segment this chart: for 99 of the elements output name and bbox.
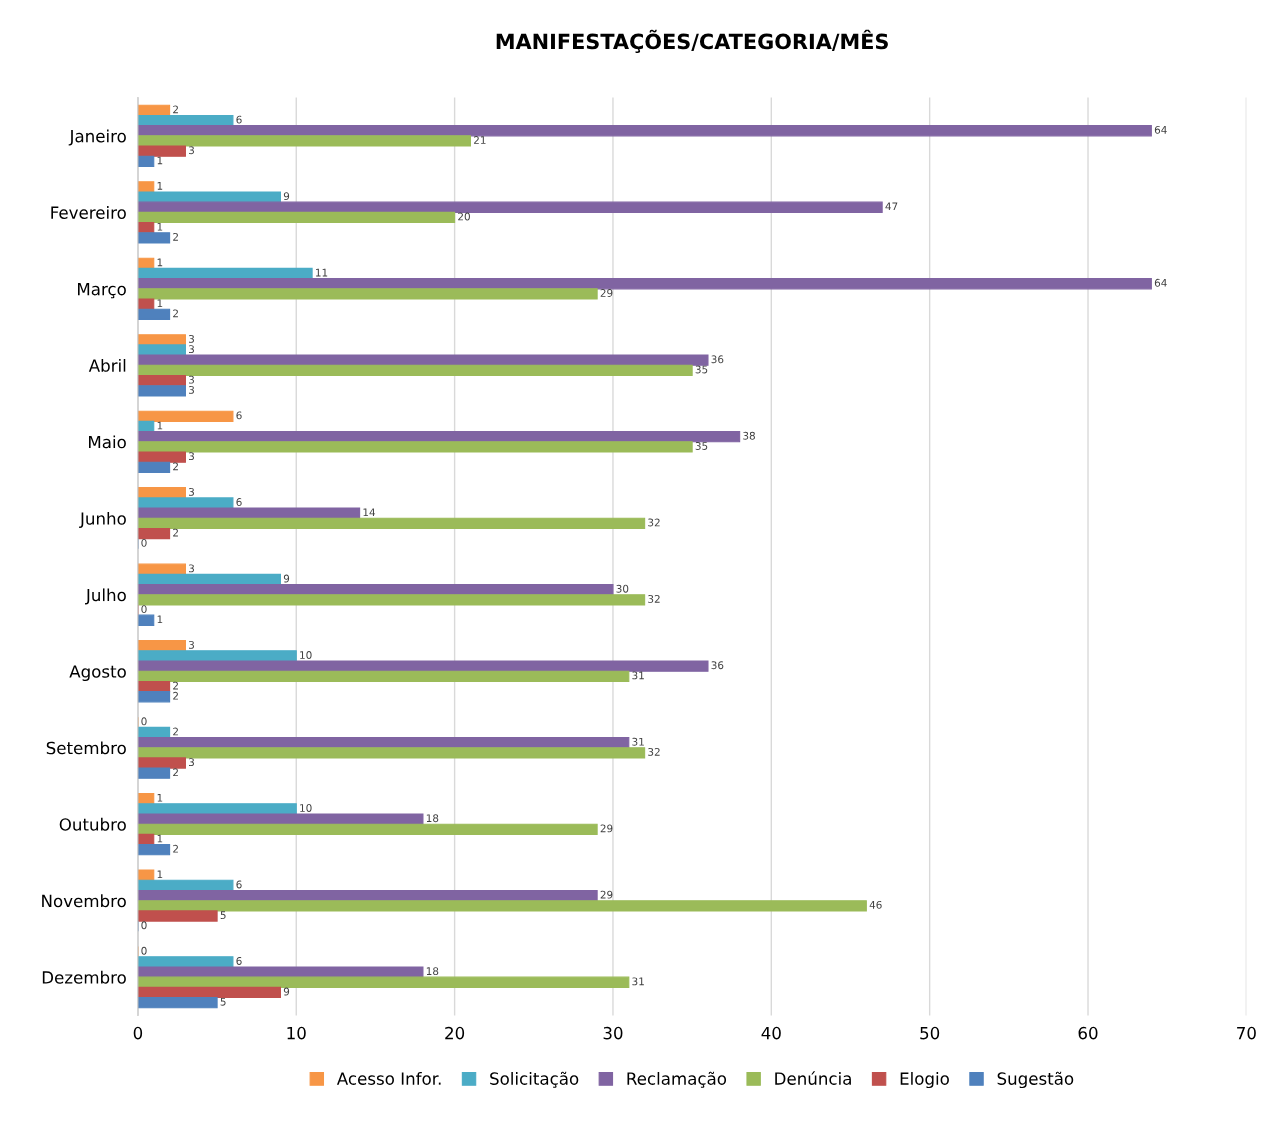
data-label: 1	[157, 793, 163, 802]
data-label: 29	[600, 890, 613, 899]
legend-label: Sugestão	[997, 1071, 1074, 1089]
data-label: 9	[283, 574, 290, 583]
data-label: 1	[157, 182, 163, 190]
data-label: 18	[426, 967, 439, 976]
data-label: 0	[141, 921, 147, 930]
data-label: 2	[173, 528, 178, 537]
data-label: 3	[188, 758, 194, 767]
y-tick-label: Fevereiro	[51, 206, 126, 219]
data-label: 0	[141, 717, 147, 726]
y-tick-label: Setembro	[46, 741, 126, 755]
data-label: 11	[316, 268, 328, 277]
data-label: 3	[188, 334, 194, 343]
data-label: 64	[1154, 278, 1167, 287]
data-label: 64	[1154, 125, 1167, 134]
data-label: 0	[141, 605, 147, 614]
data-label: 1	[157, 222, 163, 231]
data-label: 2	[173, 768, 178, 777]
legend-label: Solicitação	[490, 1071, 579, 1088]
data-label: 0	[141, 538, 147, 547]
y-tick-label: Junho	[79, 511, 126, 528]
data-label: 32	[648, 518, 660, 527]
data-label: 2	[173, 727, 178, 736]
data-label: 5	[220, 911, 226, 919]
x-tick-label: 40	[761, 1026, 781, 1040]
legend-label: Reclamação	[627, 1071, 727, 1088]
x-tick-label: 60	[1078, 1026, 1098, 1040]
data-label: 29	[600, 824, 613, 833]
data-label: 21	[473, 136, 486, 144]
data-label: 6	[236, 880, 242, 889]
data-label: 2	[173, 681, 178, 690]
data-label: 3	[188, 146, 194, 155]
data-label: 6	[236, 411, 242, 420]
y-tick-label: Outubro	[59, 817, 126, 831]
data-label: 36	[711, 661, 724, 670]
data-label: 3	[188, 385, 194, 394]
data-label: 31	[632, 737, 644, 746]
legend-label: Acesso Infor.	[336, 1071, 441, 1085]
data-label: 6	[236, 498, 242, 506]
data-label: 2	[173, 691, 178, 700]
data-label: 30	[616, 584, 629, 593]
data-label: 31	[632, 977, 644, 986]
data-label: 38	[743, 431, 755, 440]
data-label: 10	[300, 804, 312, 812]
y-tick-label: Janeiro	[68, 129, 126, 146]
data-label: 18	[426, 814, 439, 823]
y-tick-label: Julho	[85, 588, 126, 605]
data-label: 32	[648, 595, 660, 603]
y-tick-label: Abril	[88, 358, 126, 372]
y-tick-label: Novembro	[42, 894, 126, 908]
data-label: 20	[458, 212, 470, 221]
data-label: 2	[173, 462, 178, 471]
data-label: 2	[173, 232, 178, 241]
data-label: 46	[869, 900, 882, 909]
x-tick-label: 20	[445, 1026, 465, 1040]
data-label: 47	[885, 202, 898, 211]
x-tick-label: 0	[133, 1026, 143, 1040]
data-label: 3	[188, 640, 194, 649]
data-label: 31	[632, 671, 644, 680]
data-label: 3	[188, 452, 194, 461]
data-label: 1	[157, 870, 163, 879]
legend-label: Denúncia	[775, 1071, 851, 1085]
y-tick-label: Dezembro	[42, 970, 126, 984]
legend-label: Elogio	[900, 1071, 949, 1089]
data-label: 10	[300, 651, 312, 659]
data-label: 1	[157, 421, 163, 430]
data-label: 3	[188, 487, 194, 496]
data-label: 29	[600, 289, 613, 297]
data-label: 35	[695, 442, 708, 450]
x-tick-label: 10	[287, 1026, 306, 1040]
y-tick-label: Março	[78, 283, 126, 299]
data-label: 3	[188, 375, 194, 384]
x-tick-label: 70	[1237, 1026, 1256, 1040]
data-label: 2	[173, 309, 178, 318]
data-label: 2	[173, 844, 178, 853]
data-label: 3	[188, 564, 194, 573]
data-label: 1	[157, 299, 163, 307]
data-label: 0	[141, 946, 147, 955]
chart-title: MANIFESTAÇÕES/CATEGORIA/MÊS	[496, 29, 888, 54]
x-tick-label: 50	[920, 1026, 940, 1040]
data-label: 9	[283, 987, 290, 996]
data-label: 1	[157, 258, 163, 267]
data-label: 6	[236, 957, 242, 965]
data-label: 5	[220, 997, 226, 1006]
y-tick-label: Agosto	[69, 665, 126, 682]
data-label: 9	[283, 192, 290, 201]
data-label: 36	[711, 355, 724, 364]
data-label: 3	[188, 345, 194, 354]
x-tick-label: 30	[603, 1026, 623, 1040]
data-label: 2	[173, 105, 178, 114]
data-label: 35	[695, 365, 708, 374]
data-label: 1	[157, 834, 163, 843]
data-label: 32	[648, 747, 660, 756]
data-label: 6	[236, 115, 242, 124]
y-tick-label: Maio	[89, 435, 126, 449]
data-label: 1	[157, 615, 163, 624]
data-label: 14	[363, 508, 376, 517]
data-label: 1	[157, 156, 163, 165]
